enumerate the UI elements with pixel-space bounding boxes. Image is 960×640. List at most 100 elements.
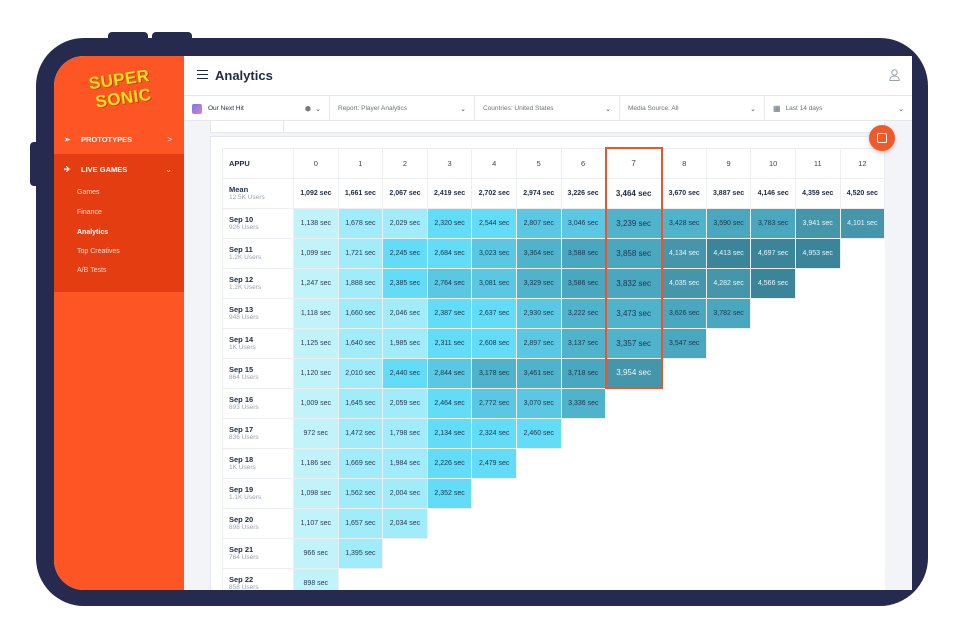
cohort-cell: 4,134 sec (661, 237, 707, 269)
paper-plane-icon: ➢ (64, 134, 71, 144)
mean-cell: 2,974 sec (515, 177, 562, 209)
empty-cell (840, 328, 885, 358)
cohort-cell: 2,684 sec (426, 237, 473, 269)
empty-cell (795, 328, 841, 358)
empty-cell (840, 508, 885, 538)
empty-cell (516, 478, 562, 508)
cohort-cell: 2,245 sec (382, 237, 428, 269)
chevron-down-icon: ⌄ (315, 105, 321, 113)
empty-cell (706, 568, 751, 590)
empty-cell (795, 538, 841, 568)
empty-cell (561, 538, 606, 568)
column-header: 8 (661, 147, 707, 179)
empty-cell (795, 268, 841, 298)
cohort-cell: 1,798 sec (382, 417, 428, 449)
row-label: Sep 12 1.2K Users (222, 267, 294, 299)
cohort-cell: 1,247 sec (293, 267, 339, 299)
row-users: 893 Users (229, 404, 259, 411)
empty-cell (516, 568, 562, 590)
sidebar-item-games[interactable]: Games (77, 189, 100, 196)
row-users: 1K Users (229, 464, 256, 471)
cohort-cell: 4,035 sec (661, 267, 707, 299)
media-source-select[interactable]: Media Source: All ⌄ (620, 96, 765, 121)
sidebar-item-live-games[interactable]: ✈ LIVE GAMES ⌄ (54, 155, 184, 183)
countries-select[interactable]: Countries: United States ⌄ (475, 96, 620, 121)
empty-cell (605, 478, 662, 508)
empty-cell (795, 478, 841, 508)
sidebar-item-analytics[interactable]: Analytics (77, 229, 109, 236)
empty-cell (605, 538, 662, 568)
cohort-cell: 1,660 sec (337, 297, 384, 329)
mean-cell: 3,887 sec (705, 177, 752, 209)
empty-cell (795, 298, 841, 328)
empty-cell (661, 388, 707, 418)
sidebar-item-finance[interactable]: Finance (77, 209, 102, 216)
cohort-cell: 2,324 sec (471, 417, 517, 449)
cohort-cell: 2,460 sec (515, 417, 562, 449)
cohort-cell: 966 sec (293, 537, 339, 569)
row-users: 1K Users (229, 344, 256, 351)
cohort-cell: 2,464 sec (426, 387, 473, 419)
row-date: Sep 19 (229, 485, 254, 494)
filter-bar: Our Next Hit ⬢ ⌄ Report: Player Analytic… (184, 96, 912, 121)
table-row: Sep 12 1.2K Users 1,247 sec 1,888 sec 2,385 … (222, 267, 885, 299)
row-users: 948 Users (229, 314, 259, 321)
empty-cell (795, 358, 841, 388)
screen: SUPER SONIC ➢ PROTOTYPES > ✈ LIVE GAMES … (54, 56, 912, 590)
empty-cell (750, 568, 796, 590)
row-label: Sep 14 1K Users (222, 327, 294, 359)
android-icon: ⬢ (304, 105, 311, 113)
row-date: Sep 15 (229, 365, 254, 374)
date-range-select[interactable]: ▦ Last 14 days ⌄ (765, 96, 912, 121)
mean-cell: 3,670 sec (661, 177, 707, 209)
report-select[interactable]: Report: Player Analytics ⌄ (330, 96, 475, 121)
cohort-cell: 3,547 sec (661, 327, 707, 359)
cohort-cell: 3,023 sec (471, 237, 517, 269)
mean-cell: 2,702 sec (471, 177, 517, 209)
sidebar-item-prototypes[interactable]: ➢ PROTOTYPES > (54, 125, 184, 153)
table-row: Sep 16 893 Users 1,009 sec 1,645 sec 2,059 s… (222, 387, 885, 419)
cohort-cell: 3,137 sec (560, 327, 607, 359)
empty-cell (382, 538, 428, 568)
sidebar-item-ab-tests[interactable]: A/B Tests (77, 267, 107, 274)
empty-cell (750, 478, 796, 508)
empty-cell (750, 328, 796, 358)
previous-card (210, 121, 885, 133)
sidebar-item-label: LIVE GAMES (81, 164, 128, 174)
cohort-cell: 3,178 sec (471, 357, 517, 389)
row-date: Sep 22 (229, 575, 254, 584)
table-row: Sep 20 898 Users 1,107 sec 1,657 sec 2,034 s… (222, 507, 885, 539)
empty-cell (661, 448, 707, 478)
user-icon[interactable] (889, 69, 900, 81)
cohort-cell: 972 sec (293, 417, 339, 449)
empty-cell (706, 358, 751, 388)
cohort-cell: 3,329 sec (515, 267, 562, 299)
cohort-cell: 2,352 sec (426, 477, 473, 509)
empty-cell (561, 448, 606, 478)
row-users: 836 Users (229, 434, 259, 441)
mean-cell: 1,661 sec (337, 177, 384, 209)
empty-cell (516, 448, 562, 478)
device-button (152, 32, 192, 42)
row-users: 764 Users (229, 554, 259, 561)
mean-cell: 3,226 sec (560, 177, 607, 209)
empty-cell (840, 358, 885, 388)
empty-cell (471, 508, 517, 538)
chevron-right-icon: > (167, 134, 172, 144)
empty-cell (471, 538, 517, 568)
cohort-cell: 3,336 sec (560, 387, 607, 419)
empty-cell (427, 568, 472, 590)
cohort-cell: 2,059 sec (382, 387, 428, 419)
game-app-icon (192, 103, 202, 114)
game-select[interactable]: Our Next Hit ⬢ ⌄ (184, 96, 330, 121)
hamburger-menu-icon[interactable] (197, 70, 208, 79)
sidebar-item-top-creatives[interactable]: Top Creatives (77, 248, 120, 255)
row-date: Sep 11 (229, 245, 253, 254)
row-label: Sep 15 864 Users (222, 357, 294, 389)
cohort-cell: 2,029 sec (382, 207, 428, 239)
column-header: 2 (382, 147, 428, 179)
cohort-cell: 2,034 sec (382, 507, 428, 539)
chat-button[interactable] (869, 125, 895, 151)
highlighted-cohort-cell: 3,239 sec (604, 207, 663, 239)
cohort-cell: 1,125 sec (293, 327, 339, 359)
